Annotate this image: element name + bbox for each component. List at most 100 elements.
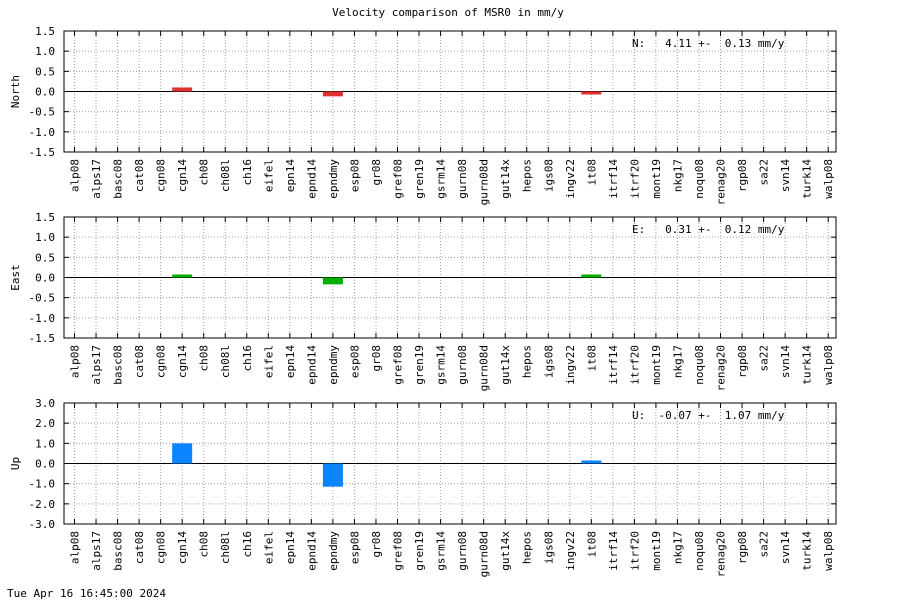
plot-frame <box>63 402 837 525</box>
plot-frame <box>63 216 837 339</box>
x-tick-label: gref08 <box>392 531 405 571</box>
stats-annotation: N: 4.11 +- 0.13 mm/y <box>632 37 785 50</box>
x-tick-label: epn14 <box>284 345 297 378</box>
x-tick-label: svn14 <box>779 531 792 564</box>
x-tick-label: epndmy <box>327 531 340 571</box>
x-tick-label: turk14 <box>801 345 814 385</box>
bar-cgn14 <box>172 87 193 92</box>
x-tick-label: gren19 <box>413 159 426 199</box>
y-tick-label: -1.0 <box>29 312 56 325</box>
x-tick-label: rgp08 <box>736 345 749 378</box>
x-tick-label: sa22 <box>758 345 771 372</box>
x-tick-label: eifel <box>262 159 275 192</box>
x-tick-label: hepos <box>521 531 534 564</box>
x-tick-label: itrf14 <box>607 531 620 571</box>
x-tick-label: igs08 <box>542 159 555 192</box>
bar-epndmy <box>322 91 343 97</box>
x-tick-label: esp08 <box>348 159 361 192</box>
x-tick-label: cat08 <box>133 159 146 192</box>
x-tick-label: cat08 <box>133 345 146 378</box>
x-tick-label: ch08l <box>219 345 232 378</box>
x-tick-label: ingv22 <box>564 159 577 199</box>
y-tick-label: -3.0 <box>29 518 56 531</box>
x-tick-label: gut14x <box>499 159 512 199</box>
x-tick-label: gref08 <box>392 345 405 385</box>
x-tick-label: sa22 <box>758 159 771 186</box>
x-tick-label: alp08 <box>69 345 82 378</box>
x-tick-label: cgn14 <box>176 159 189 192</box>
y-tick-label: 1.0 <box>35 231 55 244</box>
x-tick-label: sa22 <box>758 531 771 558</box>
panel-north: 1.5 1.0 0.5 0.0 -0.5 -1.0 -1.5 alp08 alps17 basc0… <box>9 25 837 205</box>
y-tick-label: 0.0 <box>35 272 55 285</box>
y-axis-label: East <box>9 264 22 291</box>
x-tick-label: eifel <box>262 345 275 378</box>
x-tick-label: esp08 <box>348 531 361 564</box>
x-tick-label: noqu08 <box>693 345 706 385</box>
x-tick-label: gsrm14 <box>435 159 448 199</box>
x-tick-label: gsrm14 <box>435 531 448 571</box>
x-tick-label: nkg17 <box>671 531 684 564</box>
x-tick-label: noqu08 <box>693 531 706 571</box>
x-tick-label: walp08 <box>822 531 835 571</box>
bar-epndmy <box>322 277 343 285</box>
x-tick-label: cgn14 <box>176 345 189 378</box>
x-tick-label: gurn08d <box>478 159 491 205</box>
y-tick-label: 1.0 <box>35 437 55 450</box>
timestamp: Tue Apr 16 16:45:00 2024 <box>7 587 166 600</box>
x-tick-label: renag20 <box>715 345 728 391</box>
x-tick-label: walp08 <box>822 159 835 199</box>
stats-annotation: E: 0.31 +- 0.12 mm/y <box>632 223 785 236</box>
x-tick-label: gr08 <box>370 531 383 558</box>
x-tick-label: cgn08 <box>155 531 168 564</box>
y-tick-label: 1.0 <box>35 45 55 58</box>
x-tick-label: gr08 <box>370 345 383 372</box>
y-tick-label: -0.5 <box>29 106 56 119</box>
x-tick-label: turk14 <box>801 159 814 199</box>
bar-it08 <box>581 274 602 278</box>
x-tick-label: gurn08d <box>478 531 491 577</box>
x-tick-label: walp08 <box>822 345 835 385</box>
x-tick-label: itrf20 <box>628 159 641 199</box>
x-tick-label: itrf14 <box>607 159 620 199</box>
x-tick-label: hepos <box>521 345 534 378</box>
bar-epndmy <box>322 463 343 487</box>
x-tick-label: svn14 <box>779 345 792 378</box>
x-tick-label: itrf14 <box>607 345 620 385</box>
x-tick-label: esp08 <box>348 345 361 378</box>
x-tick-label: ch16 <box>241 531 254 558</box>
stats-annotation: U: -0.07 +- 1.07 mm/y <box>632 409 785 422</box>
y-tick-label: 0.0 <box>35 86 55 99</box>
x-tick-label: cgn08 <box>155 159 168 192</box>
x-tick-label: itrf20 <box>628 531 641 571</box>
bar-it08 <box>581 91 602 95</box>
y-tick-label: 0.5 <box>35 251 55 264</box>
y-tick-label: 3.0 <box>35 397 55 410</box>
y-tick-label: 2.0 <box>35 417 55 430</box>
x-tick-label: epndmy <box>327 345 340 385</box>
x-tick-label: mont19 <box>650 345 663 385</box>
x-tick-label: alps17 <box>90 531 103 571</box>
x-tick-label: basc08 <box>112 345 125 385</box>
bar-cgn14 <box>172 274 193 278</box>
y-axis-label: Up <box>9 457 22 470</box>
x-tick-label: gref08 <box>392 159 405 199</box>
x-tick-label: alp08 <box>69 159 82 192</box>
x-tick-label: noqu08 <box>693 159 706 199</box>
x-tick-label: basc08 <box>112 159 125 199</box>
y-tick-label: -2.0 <box>29 498 56 511</box>
x-tick-label: rgp08 <box>736 531 749 564</box>
panel-east: 1.5 1.0 0.5 0.0 -0.5 -1.0 -1.5 alp08 alps17 basc0… <box>9 211 837 391</box>
x-tick-label: igs08 <box>542 531 555 564</box>
x-tick-label: itrf20 <box>628 345 641 385</box>
y-tick-label: 1.5 <box>35 211 55 224</box>
bar-cgn14 <box>172 443 193 464</box>
x-tick-label: it08 <box>585 345 598 372</box>
x-tick-label: gurn08 <box>456 345 469 385</box>
y-tick-label: -0.5 <box>29 292 56 305</box>
x-tick-label: turk14 <box>801 531 814 571</box>
plot-frame <box>63 30 837 153</box>
x-tick-label: gren19 <box>413 345 426 385</box>
x-tick-label: epn14 <box>284 531 297 564</box>
x-tick-label: alps17 <box>90 345 103 385</box>
